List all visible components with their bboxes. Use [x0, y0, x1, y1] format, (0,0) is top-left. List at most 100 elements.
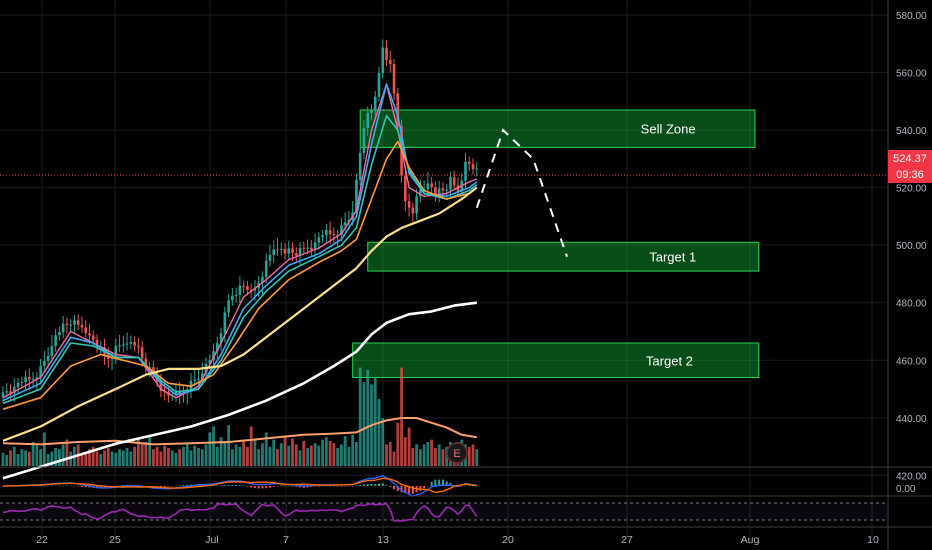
macd-histogram-bar	[182, 485, 185, 486]
macd-histogram-bar	[2, 486, 4, 487]
zone-box[interactable]	[359, 109, 756, 148]
macd-histogram-bar	[69, 485, 72, 487]
macd-signal-line	[2, 477, 477, 494]
zone-label: Target 1	[649, 250, 696, 265]
volume-bar	[114, 452, 118, 466]
volume-bar	[61, 444, 65, 466]
macd-histogram-bar	[171, 486, 174, 487]
volume-bar	[208, 432, 212, 466]
volume-bar	[388, 442, 392, 466]
volume-bar	[215, 446, 219, 466]
candle-body	[415, 196, 418, 214]
volume-bar	[133, 446, 136, 466]
earnings-marker[interactable]: E	[446, 442, 468, 464]
volume-bar	[317, 445, 321, 466]
candle-body	[328, 230, 332, 235]
volume-bar	[347, 446, 351, 466]
volume-bar	[298, 450, 302, 466]
candle-body	[212, 351, 215, 361]
candle-body	[317, 237, 321, 243]
macd-histogram-bar	[84, 486, 87, 488]
candle-body	[471, 163, 475, 170]
volume-bar	[377, 398, 381, 466]
candle-body	[449, 177, 452, 190]
volume-bar	[91, 446, 95, 466]
volume-bar	[373, 377, 377, 466]
macd-histogram-bar	[404, 486, 407, 493]
volume-bar	[366, 370, 370, 466]
candle-body	[16, 382, 20, 387]
volume-bar	[249, 426, 253, 466]
macd-histogram-bar	[445, 481, 448, 486]
volume-bar	[185, 443, 189, 466]
candle-body	[325, 230, 328, 236]
volume-bar	[80, 455, 84, 466]
candle-body	[148, 367, 151, 369]
price-axis[interactable]: 580.00 560.00 540.00 520.00 500.00 480.00 460.…	[896, 11, 927, 482]
macd-histogram-bar	[159, 486, 162, 488]
volume-bar	[340, 444, 343, 466]
candle-body	[358, 152, 362, 180]
time-axis[interactable]: 22 25 Jul 7 13 20 27 Aug 10	[36, 534, 879, 546]
candle-body	[133, 341, 136, 346]
volume-bar	[5, 455, 9, 466]
volume-bar	[178, 449, 182, 466]
price-zones: Sell Zone Target 1 Target 2	[352, 109, 760, 379]
macd-histogram-bar	[287, 485, 290, 487]
macd-histogram-bar	[54, 485, 57, 487]
volume-bar	[283, 436, 287, 466]
candle-body	[253, 288, 257, 291]
candle-body	[419, 189, 422, 197]
volume-bar	[9, 450, 12, 466]
volume-bar	[441, 449, 445, 466]
macd-histogram-bar	[88, 486, 91, 488]
zone-box[interactable]	[352, 342, 760, 379]
volume-bar	[121, 450, 125, 466]
macd-histogram-bar	[359, 485, 362, 486]
candle-body	[35, 377, 39, 379]
candle-body	[332, 234, 336, 236]
earnings-marker-label: E	[453, 448, 460, 460]
macd-histogram-bar	[460, 486, 463, 487]
projection-path	[475, 128, 568, 258]
price-axis-tick: 520.00	[896, 184, 927, 195]
candle-body	[467, 161, 471, 164]
candle-body	[279, 248, 283, 250]
volume-bar	[313, 443, 317, 466]
volume-bar	[422, 444, 426, 466]
volume-bar	[272, 439, 276, 466]
volume-bar	[411, 448, 415, 466]
candle-body	[411, 207, 415, 214]
macd-histogram-bar	[99, 486, 102, 489]
macd-histogram-bar	[385, 485, 388, 486]
volume-bar	[287, 445, 291, 466]
candle-body	[313, 242, 317, 250]
price-axis-tick: 580.00	[896, 11, 927, 22]
volume-bar	[279, 443, 283, 466]
candle-body	[46, 356, 50, 361]
macd-histogram-bar	[58, 485, 61, 487]
volume-average-line	[2, 417, 477, 446]
volume-bar	[475, 449, 479, 466]
macd-histogram-bar	[299, 486, 302, 488]
volume-bar	[182, 446, 185, 466]
candle-body	[197, 379, 200, 381]
volume-bar	[294, 444, 298, 466]
macd-histogram-bar	[261, 486, 264, 489]
time-axis-tick: Aug	[741, 534, 760, 546]
macd-histogram-bar	[332, 485, 335, 487]
moving-average-line	[2, 186, 478, 442]
volume-bar	[167, 448, 170, 466]
macd-histogram-bar	[306, 486, 309, 488]
volume-bar	[467, 446, 471, 466]
volume-bar	[1, 452, 5, 466]
macd-histogram-bar	[62, 485, 65, 487]
volume-bar	[200, 449, 204, 466]
volume-bar	[110, 451, 114, 466]
volume-bar	[403, 437, 407, 466]
volume-bar	[264, 432, 268, 466]
candle-body	[200, 373, 204, 380]
candle-body	[43, 360, 46, 367]
candle-body	[310, 247, 313, 250]
